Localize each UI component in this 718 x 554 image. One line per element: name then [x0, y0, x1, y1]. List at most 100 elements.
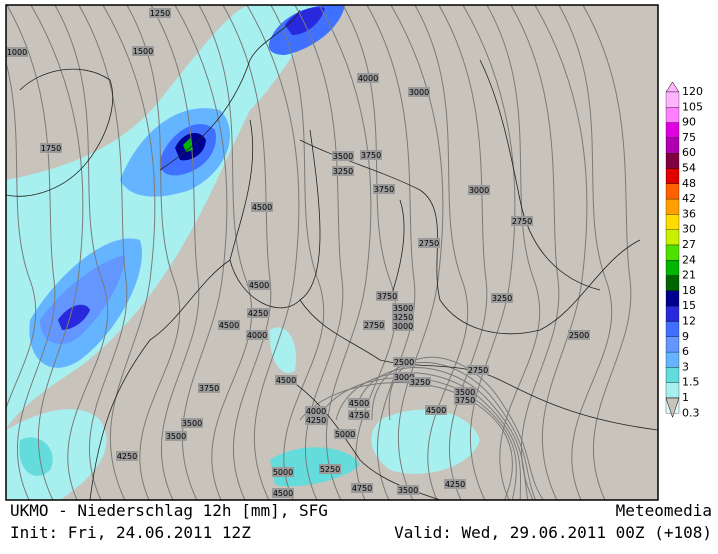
colorbar-swatch [665, 367, 680, 383]
contour-label-box [363, 320, 385, 330]
contour-label: 3500 [393, 304, 413, 313]
contour-label-box [272, 488, 294, 498]
contour-label: 4500 [349, 399, 369, 408]
contour-label: 3500 [166, 432, 186, 441]
contour-line [318, 5, 372, 500]
precip-area [285, 7, 325, 35]
contour-label: 4000 [306, 407, 326, 416]
coastline [6, 68, 114, 197]
contour-label: 3750 [455, 396, 475, 405]
contour-label-box [332, 151, 354, 161]
contour-label: 3500 [398, 486, 418, 495]
contour-label-box [360, 150, 382, 160]
colorbar-label: 6 [682, 345, 689, 358]
contour-line [246, 5, 300, 500]
contour-label-box [568, 330, 590, 340]
contour-label-box [247, 308, 269, 318]
contour-label: 5250 [320, 465, 340, 474]
colorbar-cap [665, 397, 680, 419]
contour-label-box [357, 73, 379, 83]
contour-label: 2750 [468, 366, 488, 375]
contour-line [174, 5, 228, 500]
contour-line [222, 5, 272, 500]
contour-line [6, 5, 56, 500]
contour-label: 4250 [445, 480, 465, 489]
colorbar-swatch [665, 214, 680, 230]
colorbar-label: 75 [682, 131, 696, 144]
contour-label-box [246, 330, 268, 340]
contour-label: 4000 [247, 331, 267, 340]
border [299, 139, 641, 335]
map-frame [5, 4, 659, 501]
precip-area [19, 437, 53, 476]
border [389, 199, 405, 301]
contour-label: 4250 [306, 416, 326, 425]
colorbar-label: 9 [682, 330, 689, 343]
colorbar-label: 54 [682, 162, 696, 175]
contour-label-box [305, 415, 327, 425]
colorbar-swatch [665, 91, 680, 108]
precip-area [58, 304, 90, 330]
border [479, 59, 601, 291]
colorbar-label: 42 [682, 192, 696, 205]
contour-label: 3750 [361, 151, 381, 160]
colorbar-label: 120 [682, 85, 703, 98]
contour-label-box [165, 431, 187, 441]
footer-init: Init: Fri, 24.06.2011 12Z [10, 523, 251, 542]
precip-area [269, 327, 296, 374]
colorbar-swatch [665, 351, 680, 368]
colorbar-label: 12 [682, 315, 696, 328]
colorbar-label: 90 [682, 116, 696, 129]
contour-label-box [348, 410, 370, 420]
contour-label: 3250 [393, 313, 413, 322]
contour-label-box [444, 479, 466, 489]
border [89, 259, 231, 500]
contour-label-box [218, 320, 240, 330]
contour-label-box [454, 395, 476, 405]
contour-label: 3000 [393, 322, 413, 331]
colorbar-swatch [665, 183, 680, 200]
contour-line [534, 5, 588, 500]
colorbar-label: 1 [682, 391, 689, 404]
contour-line [486, 5, 541, 500]
contour-label-box [132, 46, 154, 56]
contour-label-box [198, 383, 220, 393]
contour-label-box [305, 406, 327, 416]
colorbar-cap [665, 81, 680, 93]
contour-label-box [116, 451, 138, 461]
contour-label: 4750 [352, 484, 372, 493]
contour-label: 2750 [419, 239, 439, 248]
contour-label-box [425, 405, 447, 415]
colorbar-swatch [665, 107, 680, 123]
colorbar-label: 60 [682, 146, 696, 159]
contour-label: 3750 [377, 292, 397, 301]
contour-line [414, 5, 469, 500]
contour-label-box [392, 321, 414, 331]
precip-area [183, 138, 193, 152]
colorbar: 120 105 90 75 60 54 48 42 36 30 27 24 21 18 15 12 9 6 3 1.5… [665, 81, 703, 419]
contour-label: 5000 [273, 468, 293, 477]
contour-line [150, 5, 200, 500]
colorbar-label: 27 [682, 238, 696, 251]
contour-label: 3250 [333, 167, 353, 176]
contour-line [462, 5, 516, 500]
contour-label: 2500 [569, 331, 589, 340]
contour-line [342, 5, 397, 500]
contour-label: 4250 [117, 452, 137, 461]
contour-label-box [392, 312, 414, 322]
colorbar-label: 1.5 [682, 376, 700, 389]
contour-label: 3250 [410, 378, 430, 387]
contour-label-box [351, 483, 373, 493]
contour-line [54, 5, 109, 500]
contour-label: 4500 [273, 489, 293, 498]
contour-label: 4500 [276, 376, 296, 385]
contour-label-box [149, 8, 171, 18]
contour-label: 3000 [394, 373, 414, 382]
contour-label: 2750 [512, 217, 532, 226]
colorbar-label: 18 [682, 284, 696, 297]
contour-label-box [40, 143, 62, 153]
contour-line [78, 5, 128, 500]
contour-label-box [348, 398, 370, 408]
contour-line [198, 5, 253, 500]
